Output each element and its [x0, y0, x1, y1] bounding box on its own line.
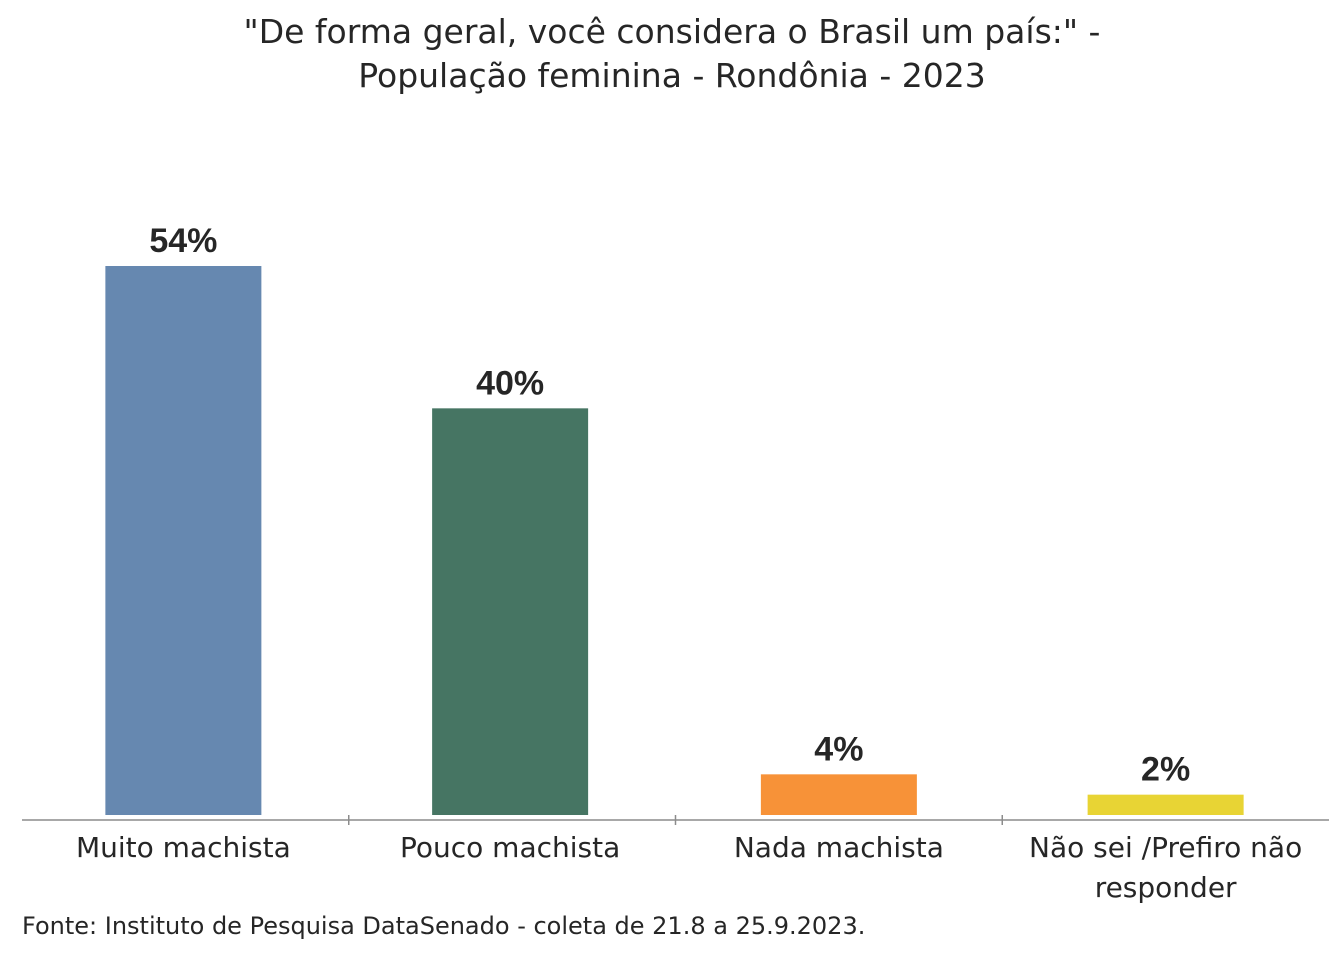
data-label-4: 2%	[1141, 751, 1190, 789]
category-label-4: Não sei /Prefiro não	[1029, 831, 1302, 864]
category-label-3: Nada machista	[734, 831, 944, 864]
category-label-4-line-2: responder	[1095, 871, 1237, 904]
chart-title-line-2: População feminina - Rondônia - 2023	[358, 56, 986, 95]
chart-title-line-1: "De forma geral, você considera o Brasil…	[243, 12, 1101, 51]
bar-4	[1087, 794, 1244, 815]
data-label-1: 54%	[149, 222, 217, 260]
bar-1	[105, 266, 262, 815]
data-label-3: 4%	[814, 730, 863, 768]
bar-2	[432, 408, 589, 815]
source-note: Fonte: Instituto de Pesquisa DataSenado …	[22, 912, 866, 940]
chart-title: "De forma geral, você considera o Brasil…	[0, 10, 1344, 98]
category-label-2: Pouco machista	[400, 831, 620, 864]
category-label-1: Muito machista	[76, 831, 291, 864]
bar-3	[760, 774, 917, 815]
data-label-2: 40%	[476, 364, 544, 402]
